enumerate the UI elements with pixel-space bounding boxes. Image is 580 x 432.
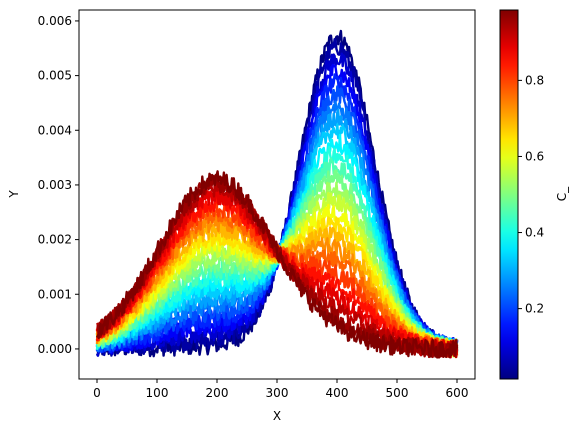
x-tick-label: 400 [326, 386, 349, 400]
y-tick-label: 0.000 [38, 342, 72, 356]
curve-group [95, 29, 459, 359]
x-tick-label: 600 [446, 386, 469, 400]
series-line-25 [95, 170, 459, 359]
x-tick-label: 200 [206, 386, 229, 400]
y-tick-label: 0.003 [38, 178, 72, 192]
y-axis: 0.000 0.001 0.002 0.003 0.004 0.005 0.006 [38, 14, 79, 356]
x-tick-label: 300 [266, 386, 289, 400]
colorbar-tick-label: 0.8 [525, 73, 544, 87]
colorbar-tick-label: 0.2 [525, 302, 544, 316]
y-tick-label: 0.004 [38, 123, 72, 137]
x-tick-label: 100 [146, 386, 169, 400]
x-tick-label: 500 [386, 386, 409, 400]
colorbar-label: C_ [555, 186, 569, 201]
colorbar [499, 9, 519, 380]
y-axis-label: Y [7, 190, 21, 199]
x-axis-label: X [273, 409, 281, 423]
y-tick-label: 0.006 [38, 14, 72, 28]
x-axis: 0 100 200 300 400 500 600 [93, 379, 468, 400]
x-tick-label: 0 [93, 386, 101, 400]
colorbar-axis: 0.2 0.4 0.6 0.8 [518, 73, 544, 316]
colorbar-tick-label: 0.4 [525, 226, 544, 240]
y-tick-label: 0.005 [38, 69, 72, 83]
y-tick-label: 0.002 [38, 233, 72, 247]
y-tick-label: 0.001 [38, 287, 72, 301]
colorbar-tick-label: 0.6 [525, 149, 544, 163]
